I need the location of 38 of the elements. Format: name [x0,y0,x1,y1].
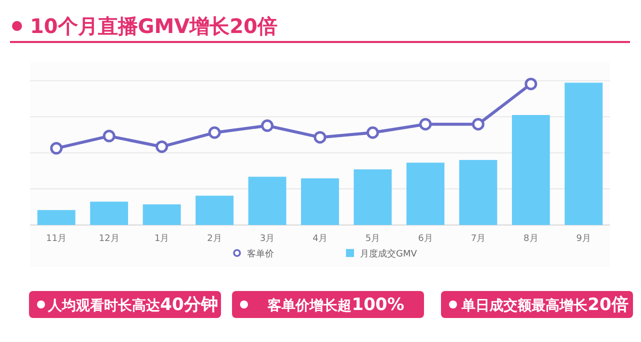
x-tick-label: 1月 [154,234,170,244]
x-tick-label: 11月 [46,234,67,244]
point [208,126,221,139]
x-tick-label: 3月 [260,234,275,244]
point [102,130,116,142]
bar [248,176,286,225]
bar [512,114,550,225]
bar [459,160,498,225]
point [524,78,538,90]
x-tick-label: 4月 [312,234,328,244]
x-tick-label: 7月 [470,234,486,244]
point [50,142,63,155]
x-tick-label: 12月 [98,234,120,244]
point [156,140,168,153]
legend-label: 客单价 [247,248,274,260]
legend-label: 月度成交GMV [360,248,418,260]
x-tick-label: 8月 [524,234,538,244]
point [261,119,274,132]
point [314,131,326,144]
x-tick-label: 5月 [365,234,380,244]
bar [196,196,234,225]
bar [142,204,181,225]
point [419,118,432,130]
bar [37,210,76,225]
point [366,126,379,139]
text: 单日成交额最高增长20倍 [460,295,628,315]
x-tick-label: 6月 [418,234,433,244]
text: 客单价增长超100% [266,295,404,315]
bar [406,162,444,225]
text: 人均观看时长高达40分钟 [47,295,218,315]
bar [90,202,128,225]
bar [301,178,339,225]
point [472,118,484,130]
bar [564,82,603,225]
bar [354,169,392,225]
chart-title: 10个月直播GMV增长20倍 [30,14,278,38]
x-tick-label: 2月 [207,234,222,244]
x-tick-label: 9月 [576,234,592,244]
